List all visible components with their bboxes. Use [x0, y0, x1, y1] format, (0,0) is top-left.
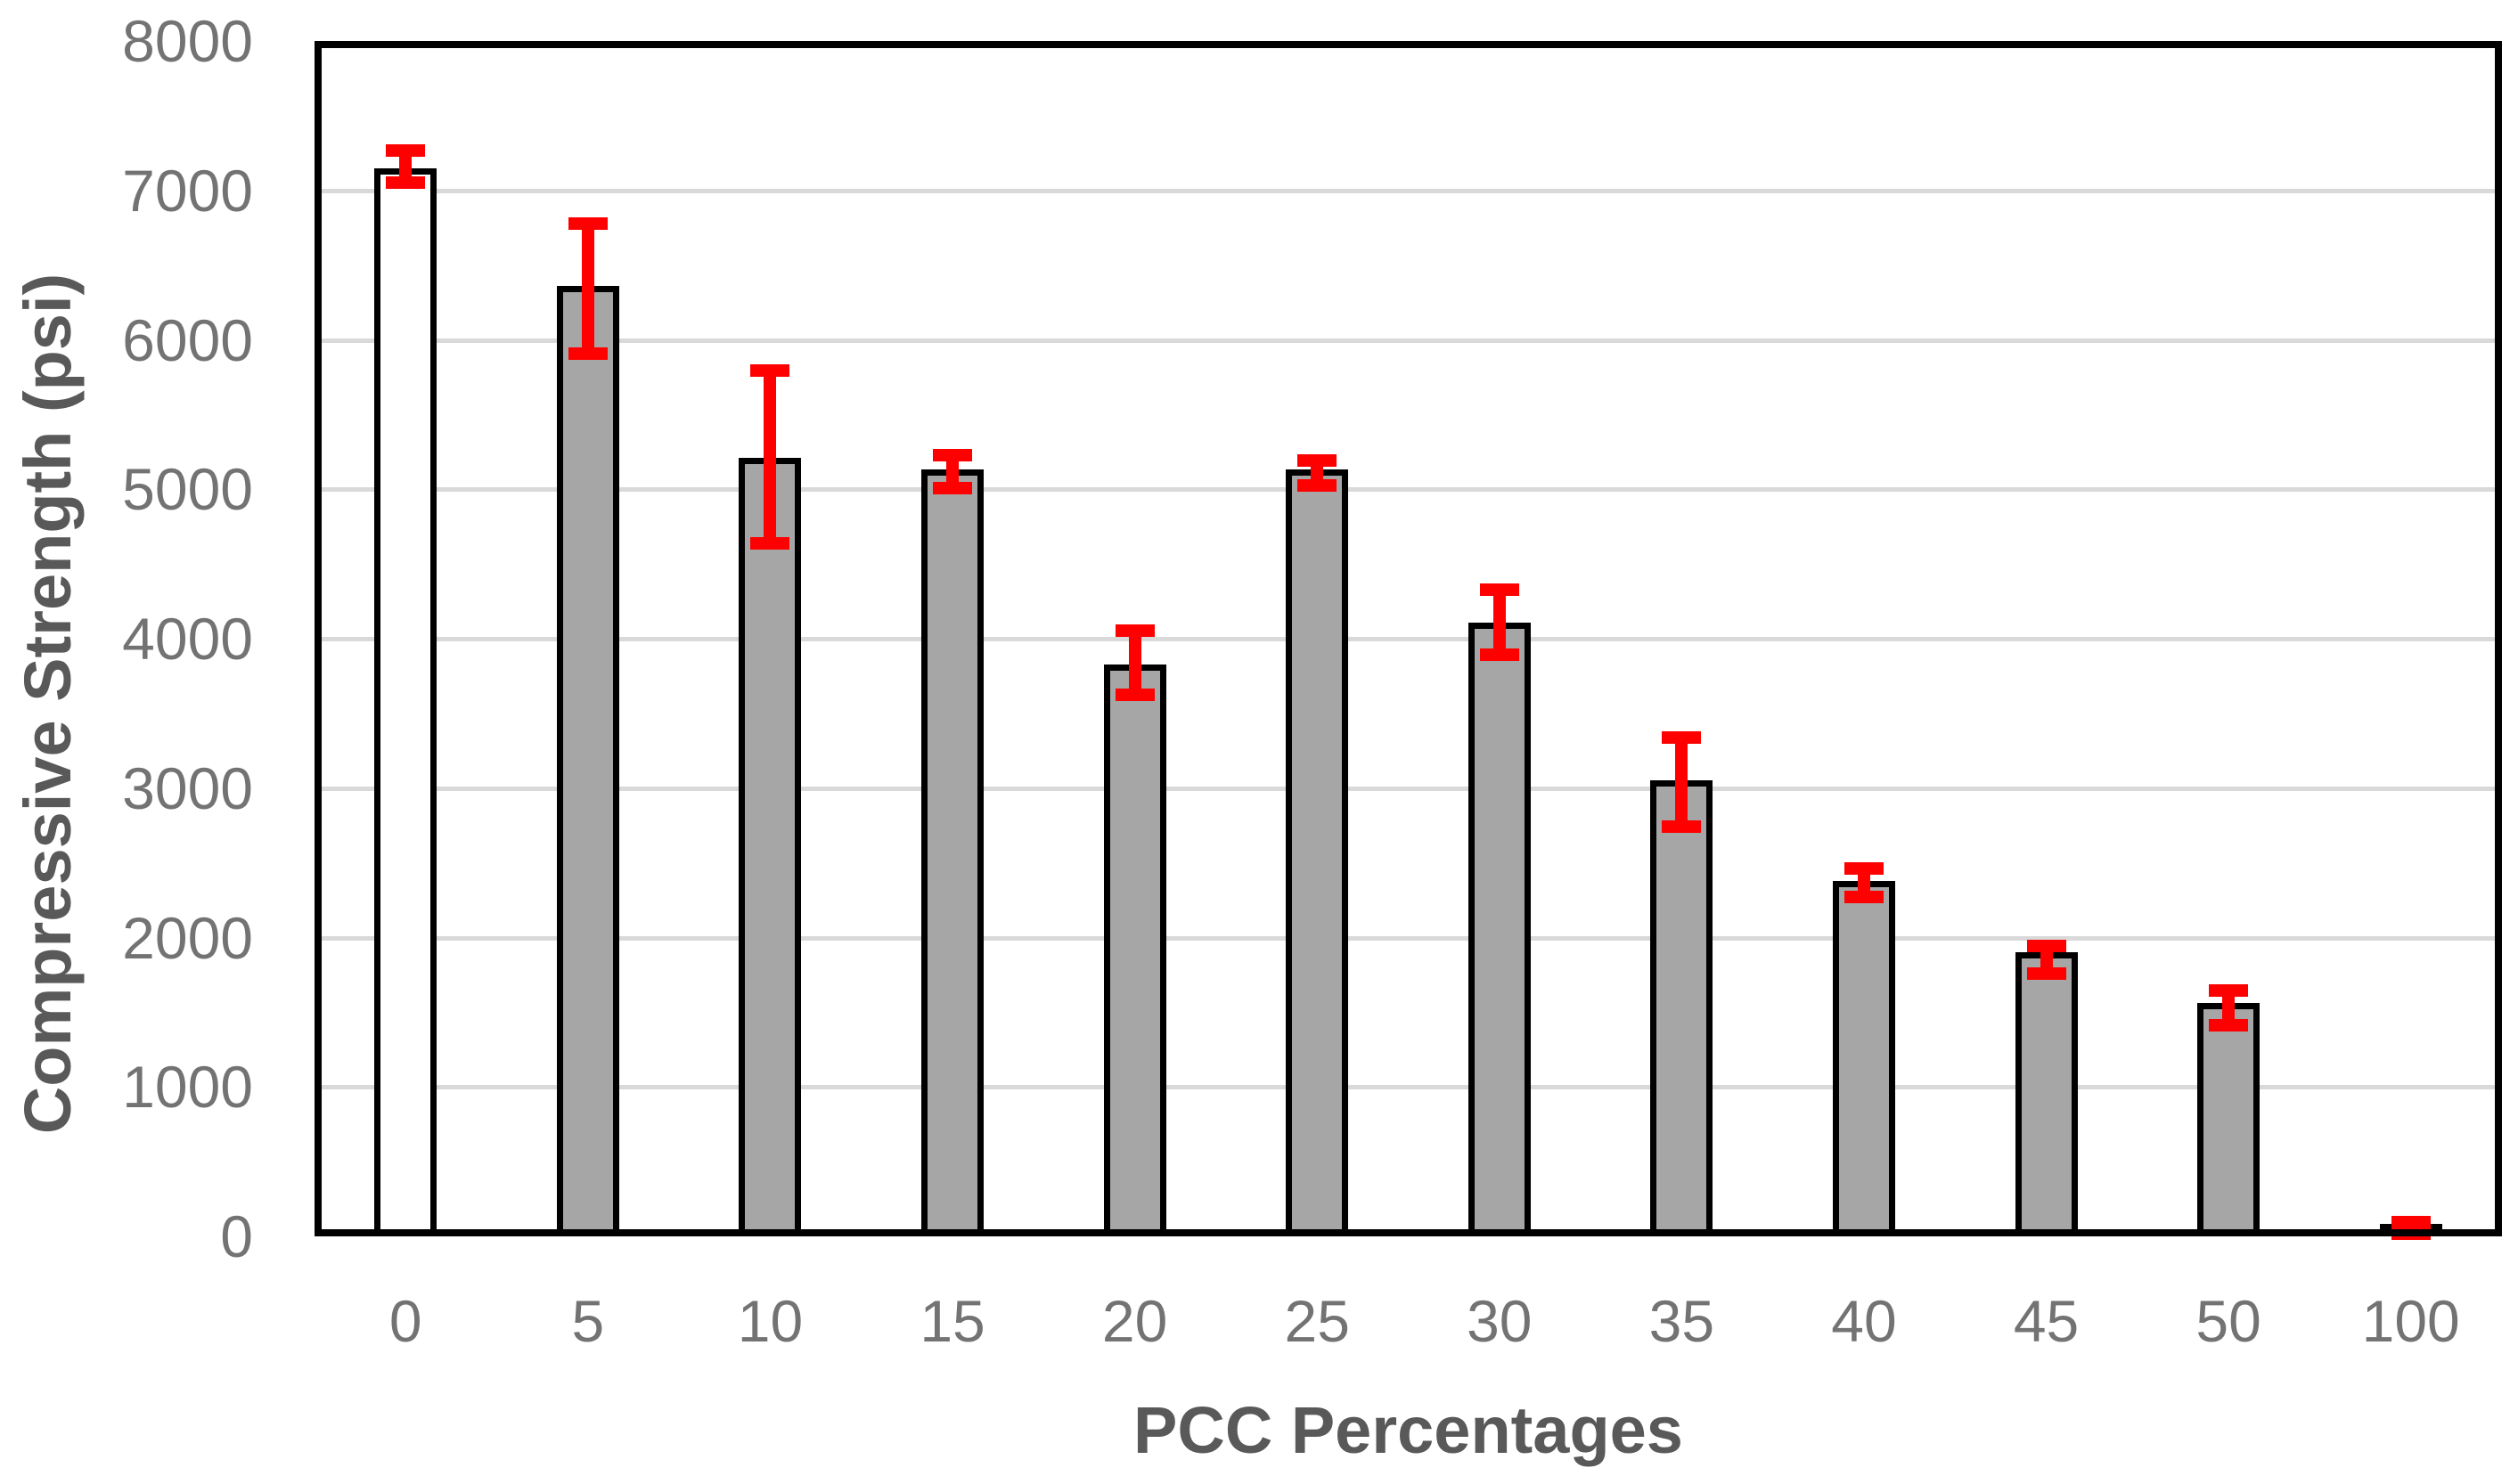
x-tick-label: 100 [2361, 1288, 2460, 1354]
y-tick-label: 0 [220, 1203, 253, 1269]
y-tick-label: 1000 [122, 1054, 253, 1121]
bar [2015, 952, 2078, 1236]
y-tick-label: 4000 [122, 606, 253, 672]
x-tick-label: 5 [571, 1288, 605, 1354]
error-bar-cap [1479, 583, 1519, 596]
error-bar-cap [1297, 479, 1337, 493]
x-tick-label: 0 [388, 1288, 422, 1354]
error-bar-stem [946, 454, 960, 488]
error-bar-stem [1128, 630, 1141, 695]
y-tick-label: 2000 [122, 904, 253, 971]
gridline [315, 188, 2502, 193]
error-bar-stem [1675, 737, 1688, 828]
bar [1286, 469, 1349, 1236]
error-bar-cap [568, 347, 608, 360]
error-bar-stem [399, 151, 413, 183]
x-tick-label: 35 [1648, 1288, 1715, 1354]
error-bar-cap [933, 481, 973, 494]
error-bar-cap [1115, 688, 1155, 701]
error-bar-stem [2222, 991, 2236, 1025]
x-tick-label: 15 [920, 1288, 985, 1354]
y-tick-label: 6000 [122, 306, 253, 373]
bar [374, 167, 437, 1236]
gridline [315, 637, 2502, 641]
y-tick-label: 5000 [122, 456, 253, 523]
y-tick-label: 8000 [122, 8, 253, 74]
error-bar-stem [764, 370, 777, 543]
error-bar-cap [2391, 1216, 2431, 1229]
gridline [315, 786, 2502, 791]
error-bar-cap [1297, 454, 1337, 468]
x-tick-label: 45 [2013, 1288, 2080, 1354]
bar [921, 469, 985, 1236]
x-tick-label: 50 [2195, 1288, 2261, 1354]
error-bar-cap [2026, 939, 2066, 952]
bar [1467, 622, 1531, 1236]
x-tick-label: 40 [1831, 1288, 1897, 1354]
y-tick-label: 7000 [122, 157, 253, 224]
error-bar-cap [1844, 891, 1884, 904]
error-bar-cap [1844, 862, 1884, 876]
x-tick-label: 20 [1101, 1288, 1168, 1354]
bar [1650, 780, 1713, 1236]
error-bar-cap [1115, 624, 1155, 637]
error-bar-cap [2209, 984, 2249, 998]
gridline [315, 487, 2502, 493]
bar [1103, 664, 1166, 1236]
bar [739, 458, 802, 1236]
error-bar-cap [1662, 730, 1702, 744]
error-bar-cap [2209, 1018, 2249, 1031]
error-bar-cap [1662, 820, 1702, 834]
error-bar-cap [386, 176, 426, 190]
y-tick-label: 3000 [122, 754, 253, 821]
gridline [315, 1085, 2502, 1090]
plot-area [315, 41, 2502, 1240]
x-axis-title: PCC Percentages [1133, 1393, 1683, 1467]
bar [556, 286, 619, 1236]
error-bar-stem [1857, 868, 1870, 898]
error-bar-stem [2040, 945, 2053, 974]
error-bar-cap [933, 448, 973, 461]
gridline [315, 935, 2502, 941]
error-bar-stem [581, 223, 594, 354]
error-bar-cap [568, 216, 608, 230]
error-bar-stem [1492, 589, 1506, 656]
bar [2197, 1003, 2260, 1236]
x-tick-label: 30 [1467, 1288, 1533, 1354]
error-bar-cap [2026, 966, 2066, 980]
x-tick-label: 25 [1284, 1288, 1350, 1354]
bar [1832, 880, 1895, 1236]
gridline [315, 338, 2502, 343]
error-bar-cap [386, 144, 426, 158]
error-bar-cap [750, 363, 790, 377]
x-tick-label: 10 [737, 1288, 804, 1354]
error-bar-cap [1479, 648, 1519, 662]
error-bar-cap [2391, 1227, 2431, 1240]
error-bar-cap [750, 536, 790, 550]
